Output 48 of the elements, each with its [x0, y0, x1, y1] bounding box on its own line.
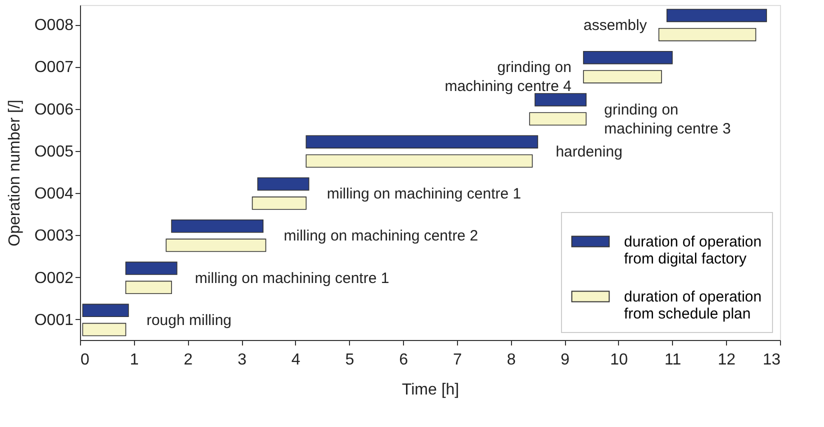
y-tick-label: O001 [34, 312, 74, 329]
bar [306, 154, 533, 168]
bar [666, 8, 767, 22]
bar [306, 135, 538, 148]
x-tick-label: 6 [399, 352, 408, 368]
bar [583, 50, 673, 64]
x-tick-label: 3 [238, 352, 247, 368]
y-tick-label: O003 [34, 228, 74, 245]
annotation: rough milling [146, 312, 232, 329]
bar [257, 177, 310, 191]
y-tick-label: O006 [34, 101, 74, 118]
x-tick-label: 5 [345, 352, 354, 368]
annotation: milling on machining centre 1 [194, 270, 390, 287]
bar [534, 93, 587, 106]
annotation: milling on machining centre 2 [284, 228, 478, 245]
legend-label: duration of operation from schedule plan [624, 288, 762, 322]
bar [658, 28, 756, 42]
x-tick-label: 4 [291, 352, 300, 368]
x-tick-label: 7 [452, 352, 462, 368]
annotation: assembly [583, 17, 648, 34]
y-tick-label: O002 [34, 270, 74, 287]
bar [166, 238, 266, 252]
x-tick-label: 2 [184, 352, 193, 368]
x-tick-label: 11 [664, 352, 682, 368]
y-axis-title: Operation number [/] [6, 100, 24, 246]
bar [125, 280, 172, 294]
y-tick-label: O008 [34, 17, 74, 34]
bar [252, 196, 307, 210]
y-tick-label: O007 [34, 59, 74, 76]
bar [171, 220, 264, 233]
y-tick-label: O004 [34, 186, 74, 203]
annotation: hardening [556, 143, 622, 160]
x-tick-label: 8 [506, 352, 516, 368]
x-tick-label: 0 [80, 352, 90, 368]
bar [125, 262, 178, 275]
x-tick-label: 1 [130, 352, 139, 368]
bar [583, 70, 662, 84]
x-axis-title: Time [h] [402, 382, 460, 398]
y-tick-label: O005 [34, 143, 74, 160]
annotation: grinding on machining centre 4 [444, 59, 572, 96]
bar [529, 112, 587, 126]
x-tick-label: 12 [718, 352, 736, 368]
annotation: milling on machining centre 1 [326, 186, 522, 203]
x-tick-label: 9 [560, 352, 570, 368]
legend-label: duration of operation from digital factory [624, 234, 762, 268]
x-tick-label: 13 [762, 352, 781, 368]
x-tick-label: 10 [610, 352, 628, 368]
annotation: grinding on machining centre 3 [604, 101, 731, 138]
